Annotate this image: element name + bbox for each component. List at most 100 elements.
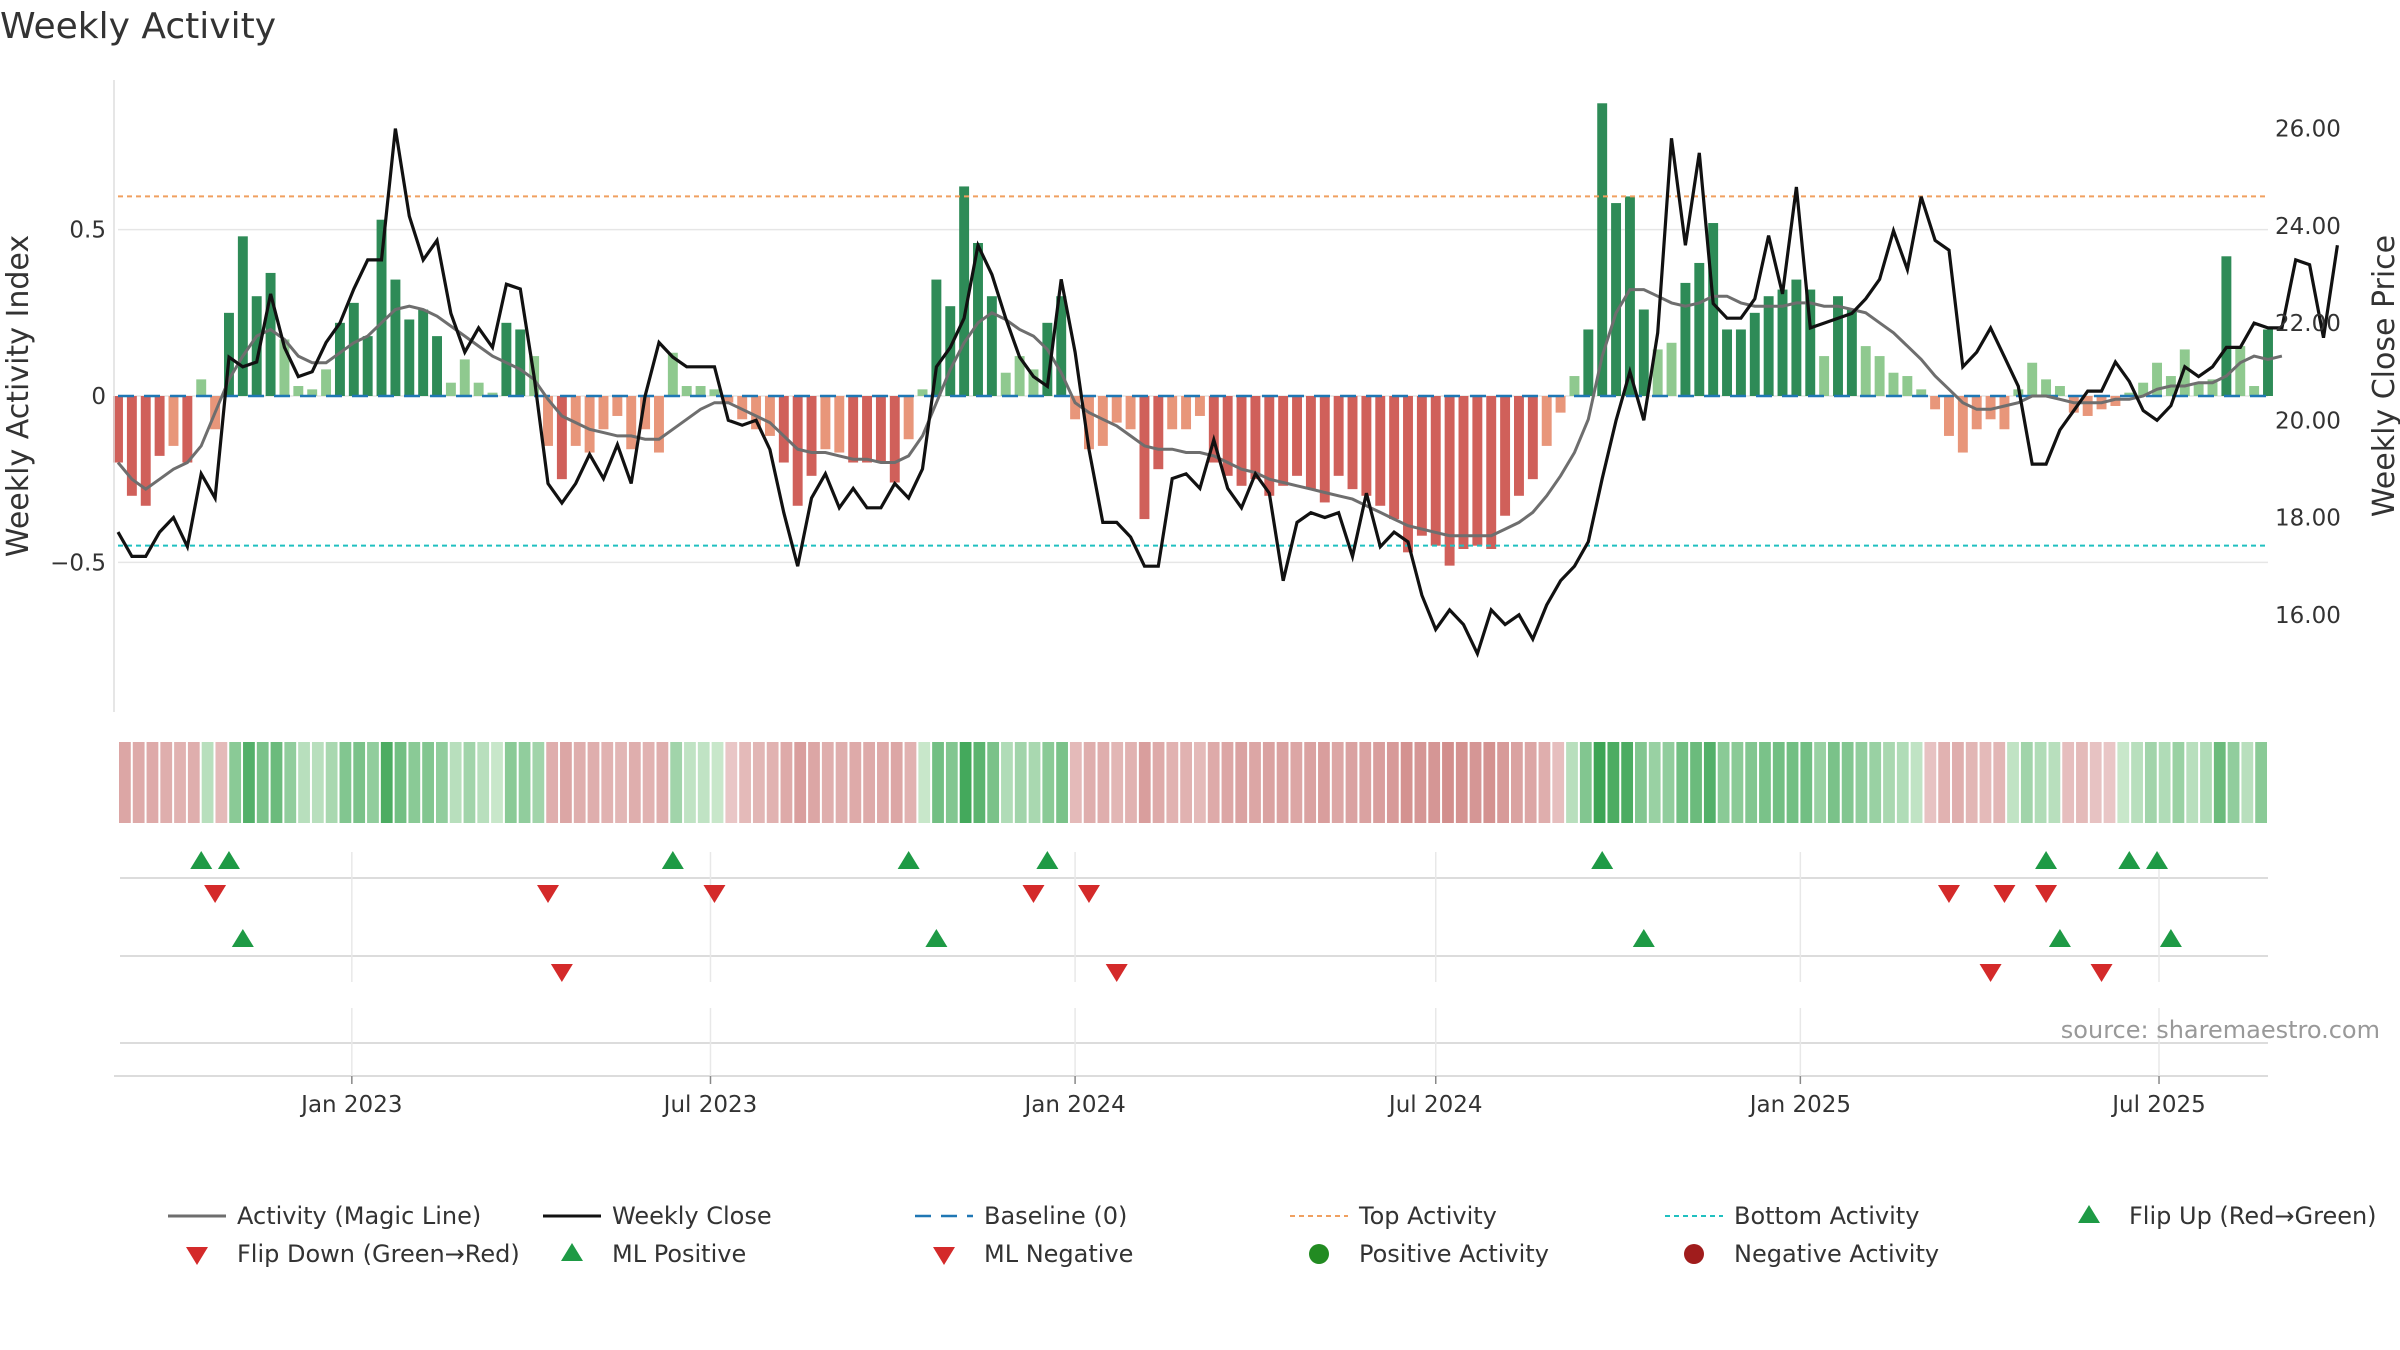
heat-cell <box>1455 742 1468 823</box>
activity-bar <box>1763 296 1774 396</box>
heat-cell <box>463 742 476 823</box>
x-tick-label: Jul 2025 <box>2110 1092 2206 1118</box>
flip-down-marker <box>2035 885 2058 903</box>
heat-cell <box>1262 742 1275 823</box>
activity-bar <box>598 396 609 430</box>
activity-bar <box>584 396 595 453</box>
heat-cell <box>1552 742 1565 823</box>
heat-cell <box>132 742 145 823</box>
heat-cell <box>1497 742 1509 823</box>
activity-bar <box>1902 376 1913 396</box>
activity-bar <box>459 359 470 396</box>
y2-axis-title: Weekly Close Price <box>2367 235 2400 517</box>
heat-cell <box>1138 742 1151 823</box>
heat-cell <box>1566 742 1578 823</box>
activity-bar <box>2124 392 2135 396</box>
page-title: Weekly Activity <box>0 6 277 47</box>
heat-cell <box>794 742 807 823</box>
activity-bar <box>1486 396 1497 550</box>
legend-item-negact: Negative Activity <box>1684 1240 1939 1268</box>
activity-bar <box>2235 346 2246 396</box>
heat-cell <box>2200 742 2212 823</box>
activity-bar <box>1347 396 1358 490</box>
flip-down-marker <box>204 885 227 903</box>
activity-bar <box>1153 396 1164 470</box>
heat-cell <box>932 742 944 823</box>
heat-cell <box>1896 742 1909 823</box>
activity-bar <box>1999 396 2010 430</box>
activity-bar <box>695 386 706 396</box>
heat-cell <box>1579 742 1592 823</box>
heat-cell <box>1014 742 1027 823</box>
activity-bar <box>1194 396 1205 416</box>
heat-cell <box>546 742 559 823</box>
heat-cell <box>656 742 669 823</box>
activity-bar <box>1527 396 1538 480</box>
legend: Activity (Magic Line) Weekly Close Baselin… <box>168 1202 2377 1268</box>
heat-cell <box>835 742 848 823</box>
heat-cell <box>560 742 572 823</box>
activity-bar <box>751 396 762 430</box>
activity-bar <box>348 302 359 396</box>
legend-swatch <box>561 1243 583 1261</box>
heat-cell <box>353 742 366 823</box>
flip-down-marker <box>1937 885 1960 903</box>
ml-up-marker <box>925 929 948 947</box>
heat-cell <box>2076 742 2088 823</box>
activity-bar <box>321 369 332 396</box>
activity-bar <box>1319 396 1330 503</box>
heat-cell <box>1180 742 1192 823</box>
heat-cell <box>2062 742 2075 823</box>
y-axis-title: Weekly Activity Index <box>1 235 36 557</box>
heat-cell <box>435 742 448 823</box>
heat-cell <box>1166 742 1179 823</box>
activity-bar <box>2110 396 2121 406</box>
activity-bar <box>1070 396 1081 420</box>
heat-cell <box>1125 742 1137 823</box>
activity-bar <box>1971 396 1982 430</box>
heat-cell <box>697 742 710 823</box>
flip-down-marker <box>1077 885 1100 903</box>
heat-cell <box>1759 742 1771 823</box>
heat-cell <box>1207 742 1220 823</box>
legend-item-magic: Activity (Magic Line) <box>168 1202 481 1230</box>
flip-up-marker <box>2035 851 2058 869</box>
heat-cell <box>1001 742 1013 823</box>
activity-bar <box>1985 396 1996 420</box>
activity-bar <box>126 396 137 496</box>
y2-tick-label: 20.00 <box>2275 408 2341 434</box>
reference-lines <box>118 195 2268 547</box>
activity-bar <box>1638 309 1649 396</box>
legend-item-close: Weekly Close <box>543 1202 772 1230</box>
legend-item-mlpos: ML Positive <box>561 1240 746 1268</box>
heat-cell <box>1400 742 1413 823</box>
heat-cell <box>1635 742 1647 823</box>
activity-bar <box>2054 386 2065 396</box>
legend-label: Bottom Activity <box>1734 1202 1919 1230</box>
legend-swatch <box>933 1247 955 1265</box>
heat-cell <box>2007 742 2019 823</box>
activity-bar <box>1125 396 1136 430</box>
heat-cell <box>1290 742 1303 823</box>
activity-bar <box>501 322 512 396</box>
activity-bar <box>1846 309 1857 396</box>
activity-bar <box>973 242 983 396</box>
legend-label: ML Positive <box>612 1240 746 1268</box>
heat-cell <box>1731 742 1744 823</box>
heat-cell <box>2213 742 2226 823</box>
activity-bar <box>1139 396 1150 520</box>
heat-cell <box>311 742 324 823</box>
activity-bar <box>1611 203 1622 396</box>
activity-bar <box>1624 196 1635 396</box>
activity-bar <box>140 396 151 506</box>
activity-bar <box>1652 349 1663 396</box>
heat-cell <box>380 742 393 823</box>
heat-cell <box>739 742 751 823</box>
heat-cell <box>877 742 889 823</box>
heat-cell <box>1772 742 1785 823</box>
activity-bar <box>1555 396 1566 413</box>
heat-cell <box>1152 742 1165 823</box>
activity-bar <box>1111 396 1122 423</box>
activity-bar <box>1680 282 1691 396</box>
